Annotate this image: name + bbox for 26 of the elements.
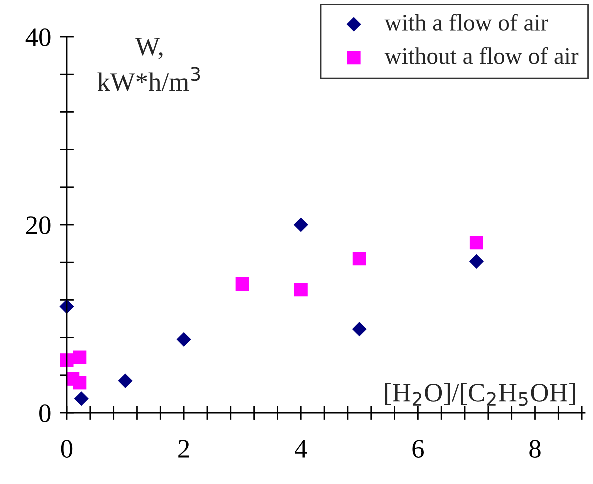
point <box>176 332 192 347</box>
legend-label: with a flow of air <box>384 14 548 31</box>
point <box>294 283 308 297</box>
point <box>236 277 250 291</box>
point <box>73 376 87 390</box>
x-axis-title: [H$_{2}$O]/[C$_{2}$H$_{5}$OH] <box>385 383 576 406</box>
point <box>352 322 367 337</box>
point <box>118 374 133 388</box>
y-tick-label: 0 <box>40 404 51 422</box>
y-tick-label: 20 <box>26 216 51 234</box>
point <box>469 254 484 269</box>
point <box>470 236 484 250</box>
point <box>60 354 74 368</box>
point <box>294 218 308 232</box>
x-tick-label: 6 <box>412 440 424 458</box>
point <box>60 299 74 314</box>
x-tick-label: 8 <box>530 440 541 458</box>
y-tick-label: 40 <box>26 28 51 46</box>
x-tick-label: 0 <box>61 440 73 458</box>
x-tick-label: 4 <box>295 440 308 458</box>
point <box>352 252 366 266</box>
point <box>74 392 89 406</box>
legend-label: without a flow of air <box>384 47 579 64</box>
x-tick-label: 2 <box>178 440 190 458</box>
y-axis-title: W, kW*h/m$^{3}$ <box>98 38 200 92</box>
point <box>73 350 87 364</box>
